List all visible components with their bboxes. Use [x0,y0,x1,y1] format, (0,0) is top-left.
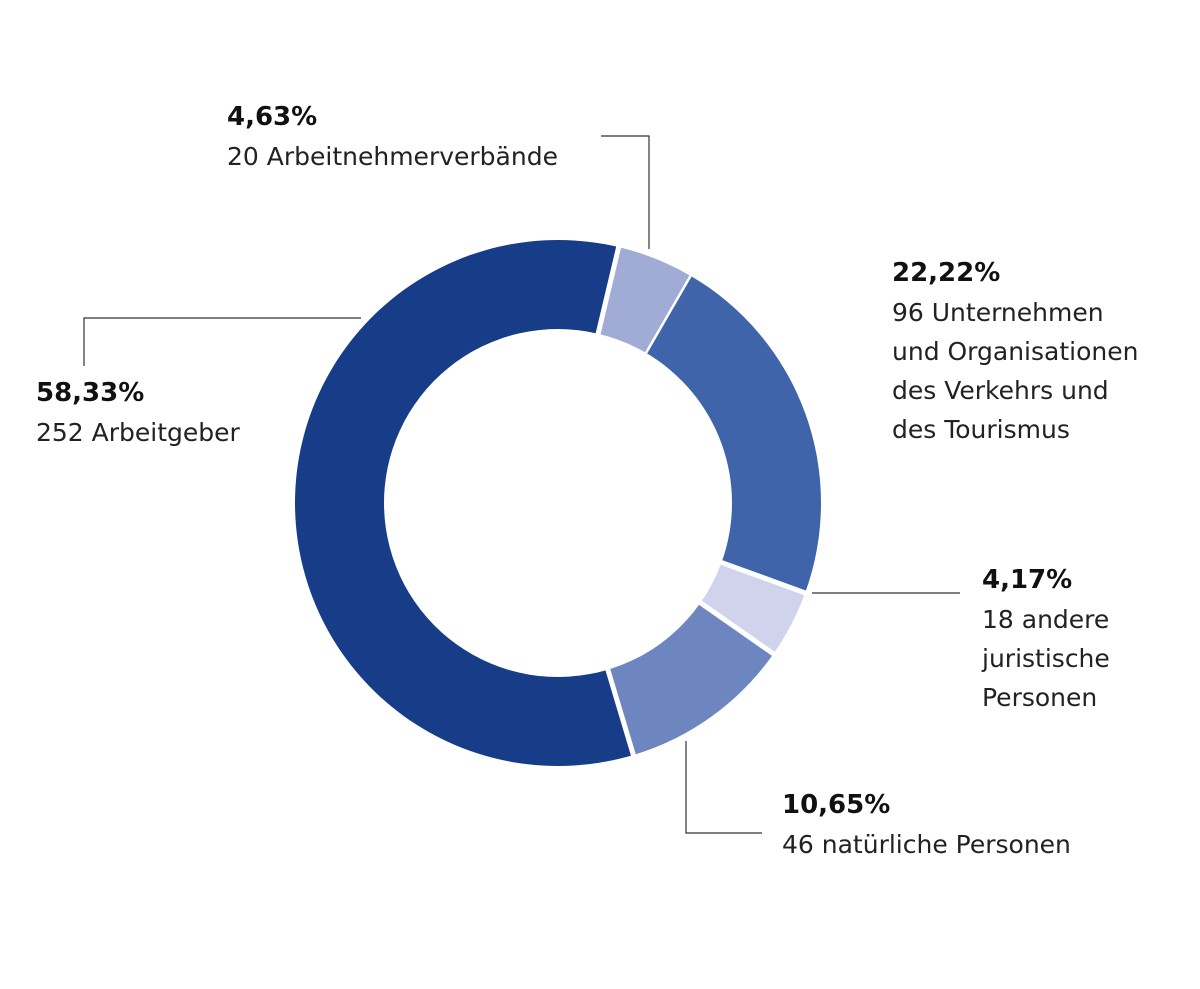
slice-percent: 58,33% [36,378,145,408]
slice-label-arbeitnehmerverbaende: 4,63% 20 Arbeitnehmerverbände [227,98,558,176]
slice-description: 20 Arbeitnehmerverbände [227,142,558,171]
slice-description: 252 Arbeitgeber [36,418,240,447]
slice-description: 96 Unternehmen und Organisationen des Ve… [892,298,1139,444]
slice-description: 18 andere juristische Personen [982,605,1110,712]
slice-description: 46 natürliche Personen [782,830,1071,859]
leader-line-natuerliche-personen [685,741,762,834]
leader-line-arbeitnehmerverbaende [601,135,650,249]
slice-label-natuerliche-personen: 10,65% 46 natürliche Personen [782,786,1071,864]
slice-arbeitgeber [295,239,634,766]
slice-separator [595,244,622,337]
slice-unternehmen [645,275,821,593]
slice-natuerliche-personen [607,602,774,755]
slice-label-andere-juristische-personen: 4,17% 18 andere juristische Personen [982,561,1110,717]
slice-label-arbeitgeber: 58,33% 252 Arbeitgeber [36,374,240,452]
slice-arbeitnehmerverbaende [598,247,690,353]
slice-percent: 10,65% [782,790,891,820]
leader-lines [83,135,960,834]
slice-percent: 4,17% [982,565,1073,595]
slice-label-unternehmen: 22,22% 96 Unternehmen und Organisationen… [892,254,1138,449]
leader-line-arbeitgeber [83,317,361,366]
slice-percent: 4,63% [227,102,318,132]
slices-group [295,239,821,766]
slice-separator [604,667,637,758]
slice-separator [697,599,777,658]
slice-percent: 22,22% [892,258,1001,288]
slice-separator [718,559,808,596]
